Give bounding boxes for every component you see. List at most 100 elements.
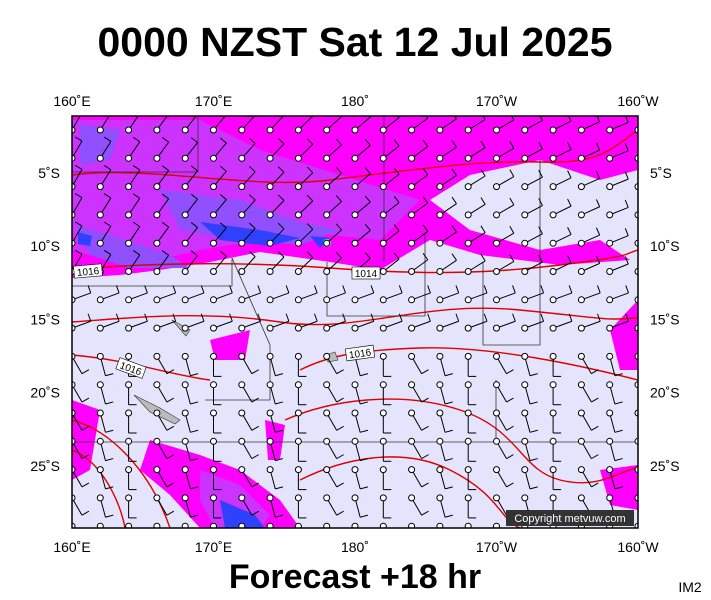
- barb-station: [153, 494, 161, 502]
- barb-station: [577, 296, 585, 304]
- barb-station: [210, 324, 217, 332]
- barb-station: [238, 494, 246, 502]
- barb-station: [408, 381, 416, 389]
- barb-station: [153, 381, 161, 389]
- isobar-label-text: 1014: [355, 269, 378, 280]
- barb-station: [238, 409, 246, 417]
- lat-label: 15˚S: [650, 311, 680, 327]
- barb-feather: [285, 285, 290, 294]
- barb-feather: [87, 285, 92, 294]
- barb-station: [408, 239, 416, 247]
- barb-feather: [103, 136, 112, 142]
- lon-label: 160˚E: [53, 93, 90, 109]
- barb-station: [266, 522, 274, 528]
- barb-feather: [422, 168, 429, 176]
- barb-station: [464, 352, 472, 360]
- barb-station: [294, 211, 302, 219]
- barb-station: [238, 239, 246, 247]
- barb-station: [436, 183, 444, 191]
- barb-station: [266, 296, 274, 304]
- barb-station: [436, 239, 444, 247]
- barb-feather: [364, 252, 371, 259]
- barb-station: [238, 268, 246, 275]
- barb-staff: [99, 526, 102, 528]
- lon-label: 170˚E: [195, 539, 232, 555]
- barb-feather: [421, 510, 429, 516]
- barb-feather: [624, 143, 629, 151]
- barb-feather: [421, 425, 429, 431]
- barb-station: [493, 183, 500, 191]
- barb-station: [549, 409, 557, 417]
- barb-feather: [444, 458, 453, 462]
- barb-feather: [512, 285, 516, 294]
- barb-feather: [595, 199, 601, 207]
- barb-feather: [161, 165, 169, 171]
- barb-station: [153, 324, 161, 332]
- isobar-label-box: [115, 357, 147, 379]
- barb-feather: [251, 397, 259, 403]
- barb-station: [521, 211, 529, 219]
- barb-feather: [336, 454, 344, 460]
- barb-feather: [190, 514, 199, 518]
- barb-feather: [529, 486, 538, 490]
- barb-station: [238, 296, 246, 304]
- barb-feather: [480, 225, 486, 233]
- barb-station: [96, 296, 104, 304]
- barb-station: [125, 126, 133, 134]
- barb-station: [294, 466, 302, 474]
- barb-station: [549, 296, 557, 304]
- barb-station: [96, 466, 104, 474]
- barb-station: [521, 296, 529, 304]
- barb-station: [351, 522, 359, 528]
- barb-station: [549, 126, 557, 134]
- barb-staff: [184, 526, 187, 528]
- barb-station: [436, 211, 444, 219]
- barb-feather: [87, 313, 92, 322]
- barb-feather: [624, 171, 629, 180]
- barb-station: [408, 296, 416, 304]
- barb-station: [606, 381, 614, 389]
- barb-feather: [248, 194, 256, 201]
- barb-feather: [654, 285, 657, 293]
- barb-station: [606, 409, 614, 417]
- barb-station: [323, 352, 331, 360]
- barb-station: [493, 154, 500, 162]
- barb-station: [266, 268, 274, 275]
- barb-station: [181, 211, 189, 219]
- barb-station: [606, 183, 614, 191]
- barb-feather: [370, 313, 375, 322]
- isobar-label: 1016: [115, 357, 147, 379]
- barb-station: [521, 466, 529, 474]
- lon-label: 170˚W: [476, 539, 518, 555]
- forecast-caption: Forecast +18 hr: [229, 558, 481, 596]
- barb-feather: [509, 254, 515, 262]
- barb-feather: [595, 227, 601, 236]
- barb-feather: [306, 251, 314, 258]
- barb-feather: [370, 285, 375, 294]
- barb-station: [493, 409, 500, 417]
- barb-station: [210, 466, 217, 474]
- barb-feather: [132, 250, 141, 256]
- barb-feather: [81, 425, 90, 431]
- barb-station: [436, 154, 444, 162]
- barb-feather: [567, 142, 572, 150]
- barb-station: [181, 154, 189, 162]
- barb-feather: [596, 285, 601, 294]
- barb-station: [210, 381, 217, 389]
- barb-feather: [342, 285, 346, 294]
- barb-feather: [336, 510, 344, 516]
- barb-station: [96, 522, 104, 528]
- barb-feather: [568, 313, 573, 322]
- barb-station: [294, 381, 302, 389]
- barb-feather: [506, 482, 514, 488]
- barb-feather: [190, 222, 198, 228]
- barb-feather: [567, 198, 572, 207]
- barb-station: [577, 268, 585, 275]
- barb-feather: [422, 252, 429, 261]
- barb-station: [577, 239, 585, 247]
- barb-station: [266, 239, 274, 247]
- barb-station: [238, 522, 246, 528]
- barb-feather: [360, 486, 369, 490]
- barb-station: [408, 211, 416, 219]
- barb-station: [210, 154, 217, 162]
